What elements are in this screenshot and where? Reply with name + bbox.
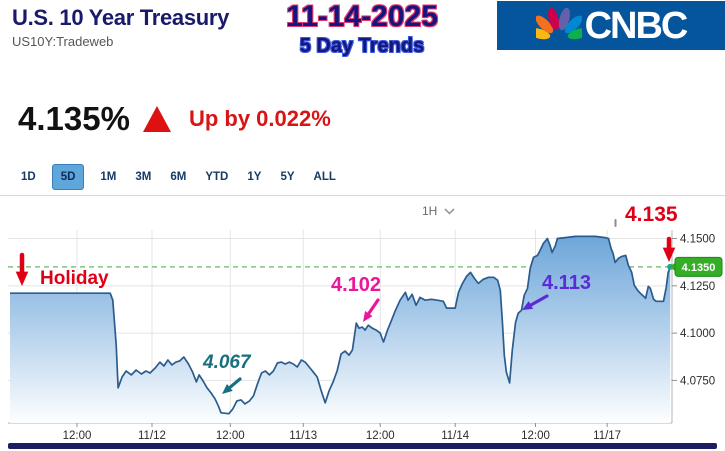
current-value-badge-label: 4.1350 — [682, 262, 716, 274]
trends-subtitle: 5 Day Trends — [299, 35, 425, 57]
event-marker-icon[interactable] — [614, 219, 617, 227]
annotation-arrow-head — [662, 247, 676, 262]
peacock-feather — [547, 7, 559, 30]
tabs-divider — [0, 195, 725, 196]
tab-5y[interactable]: 5Y — [280, 171, 295, 183]
annotation-mid-4102: 4.102 — [331, 274, 381, 296]
tab-5d[interactable]: 5D — [51, 164, 85, 190]
peacock-feather — [535, 27, 550, 39]
x-tick-label: 11/14 — [441, 430, 470, 442]
peacock-feather — [558, 7, 570, 30]
y-tick-label: 4.1000 — [680, 328, 715, 340]
chevron-down-icon — [444, 207, 455, 215]
interval-label: 1H — [422, 204, 438, 218]
annotation-arrow-shaft — [228, 377, 242, 390]
annotation-mid-4113: 4.113 — [542, 272, 591, 294]
tab-1m[interactable]: 1M — [100, 171, 117, 183]
peacock-feather — [535, 15, 553, 33]
cnbc-logo-text: CNBC — [584, 4, 689, 47]
badge-pointer — [669, 262, 675, 271]
date-banner: 11-14-2025 5 Day Trends — [258, 0, 466, 58]
current-value-badge — [674, 256, 723, 277]
quote-row: 4.135% Up by 0.022% — [18, 100, 331, 138]
tab-ytd[interactable]: YTD — [205, 171, 229, 183]
x-tick-label: 12:00 — [216, 430, 245, 442]
x-tick-label: 11/17 — [593, 430, 621, 442]
change-label: Up by 0.022% — [188, 106, 331, 131]
current-yield-value: 4.135% — [18, 100, 130, 137]
peacock-feather — [564, 15, 582, 33]
bottom-bar — [8, 443, 717, 449]
x-tick-label: 12:00 — [521, 430, 550, 442]
annotation-arrow-head — [15, 271, 29, 286]
x-tick-label: 11/12 — [138, 430, 166, 442]
range-tabs: 1D 5D 1M 3M 6M YTD 1Y 5Y ALL — [18, 163, 339, 191]
annotation-low-4067: 4.067 — [202, 352, 252, 373]
page-title: U.S. 10 Year Treasury — [12, 5, 230, 30]
annotation-holiday: Holiday — [40, 268, 109, 289]
tab-6m[interactable]: 6M — [170, 171, 187, 183]
peacock-feather — [567, 27, 582, 39]
interval-selector[interactable]: 1H — [422, 204, 455, 218]
cnbc-logo: CNBC — [497, 1, 725, 50]
annotation-arrow-head — [522, 301, 534, 310]
x-tick-label: 12:00 — [366, 430, 395, 442]
y-tick-label: 4.0750 — [680, 375, 715, 387]
price-chart[interactable]: 4.1500 4.1250 4.1000 4.0750 12:00 11/12 12:00 1… — [0, 196, 725, 446]
annotation-last-4135: 4.135 — [625, 203, 678, 226]
nbc-peacock-icon — [535, 7, 582, 39]
tab-1y[interactable]: 1Y — [247, 171, 262, 183]
annotation-arrow-head — [363, 311, 373, 322]
annotation-arrow-head — [222, 384, 233, 394]
date-text: 11-14-2025 — [286, 0, 438, 33]
series-area — [10, 236, 671, 423]
tab-all[interactable]: ALL — [313, 171, 336, 183]
y-tick-label: 4.1500 — [680, 234, 715, 246]
annotation-arrow-shaft — [367, 298, 380, 316]
tab-3m[interactable]: 3M — [135, 171, 152, 183]
up-triangle-icon — [142, 106, 171, 132]
x-tick-label: 12:00 — [63, 430, 92, 442]
symbol-label: US10Y:Tradeweb — [12, 34, 114, 49]
annotation-arrow-shaft — [529, 294, 549, 307]
y-tick-label: 4.1250 — [680, 281, 715, 293]
tab-1d[interactable]: 1D — [21, 171, 36, 183]
x-tick-label: 11/13 — [289, 430, 317, 442]
series-line — [10, 235, 671, 415]
